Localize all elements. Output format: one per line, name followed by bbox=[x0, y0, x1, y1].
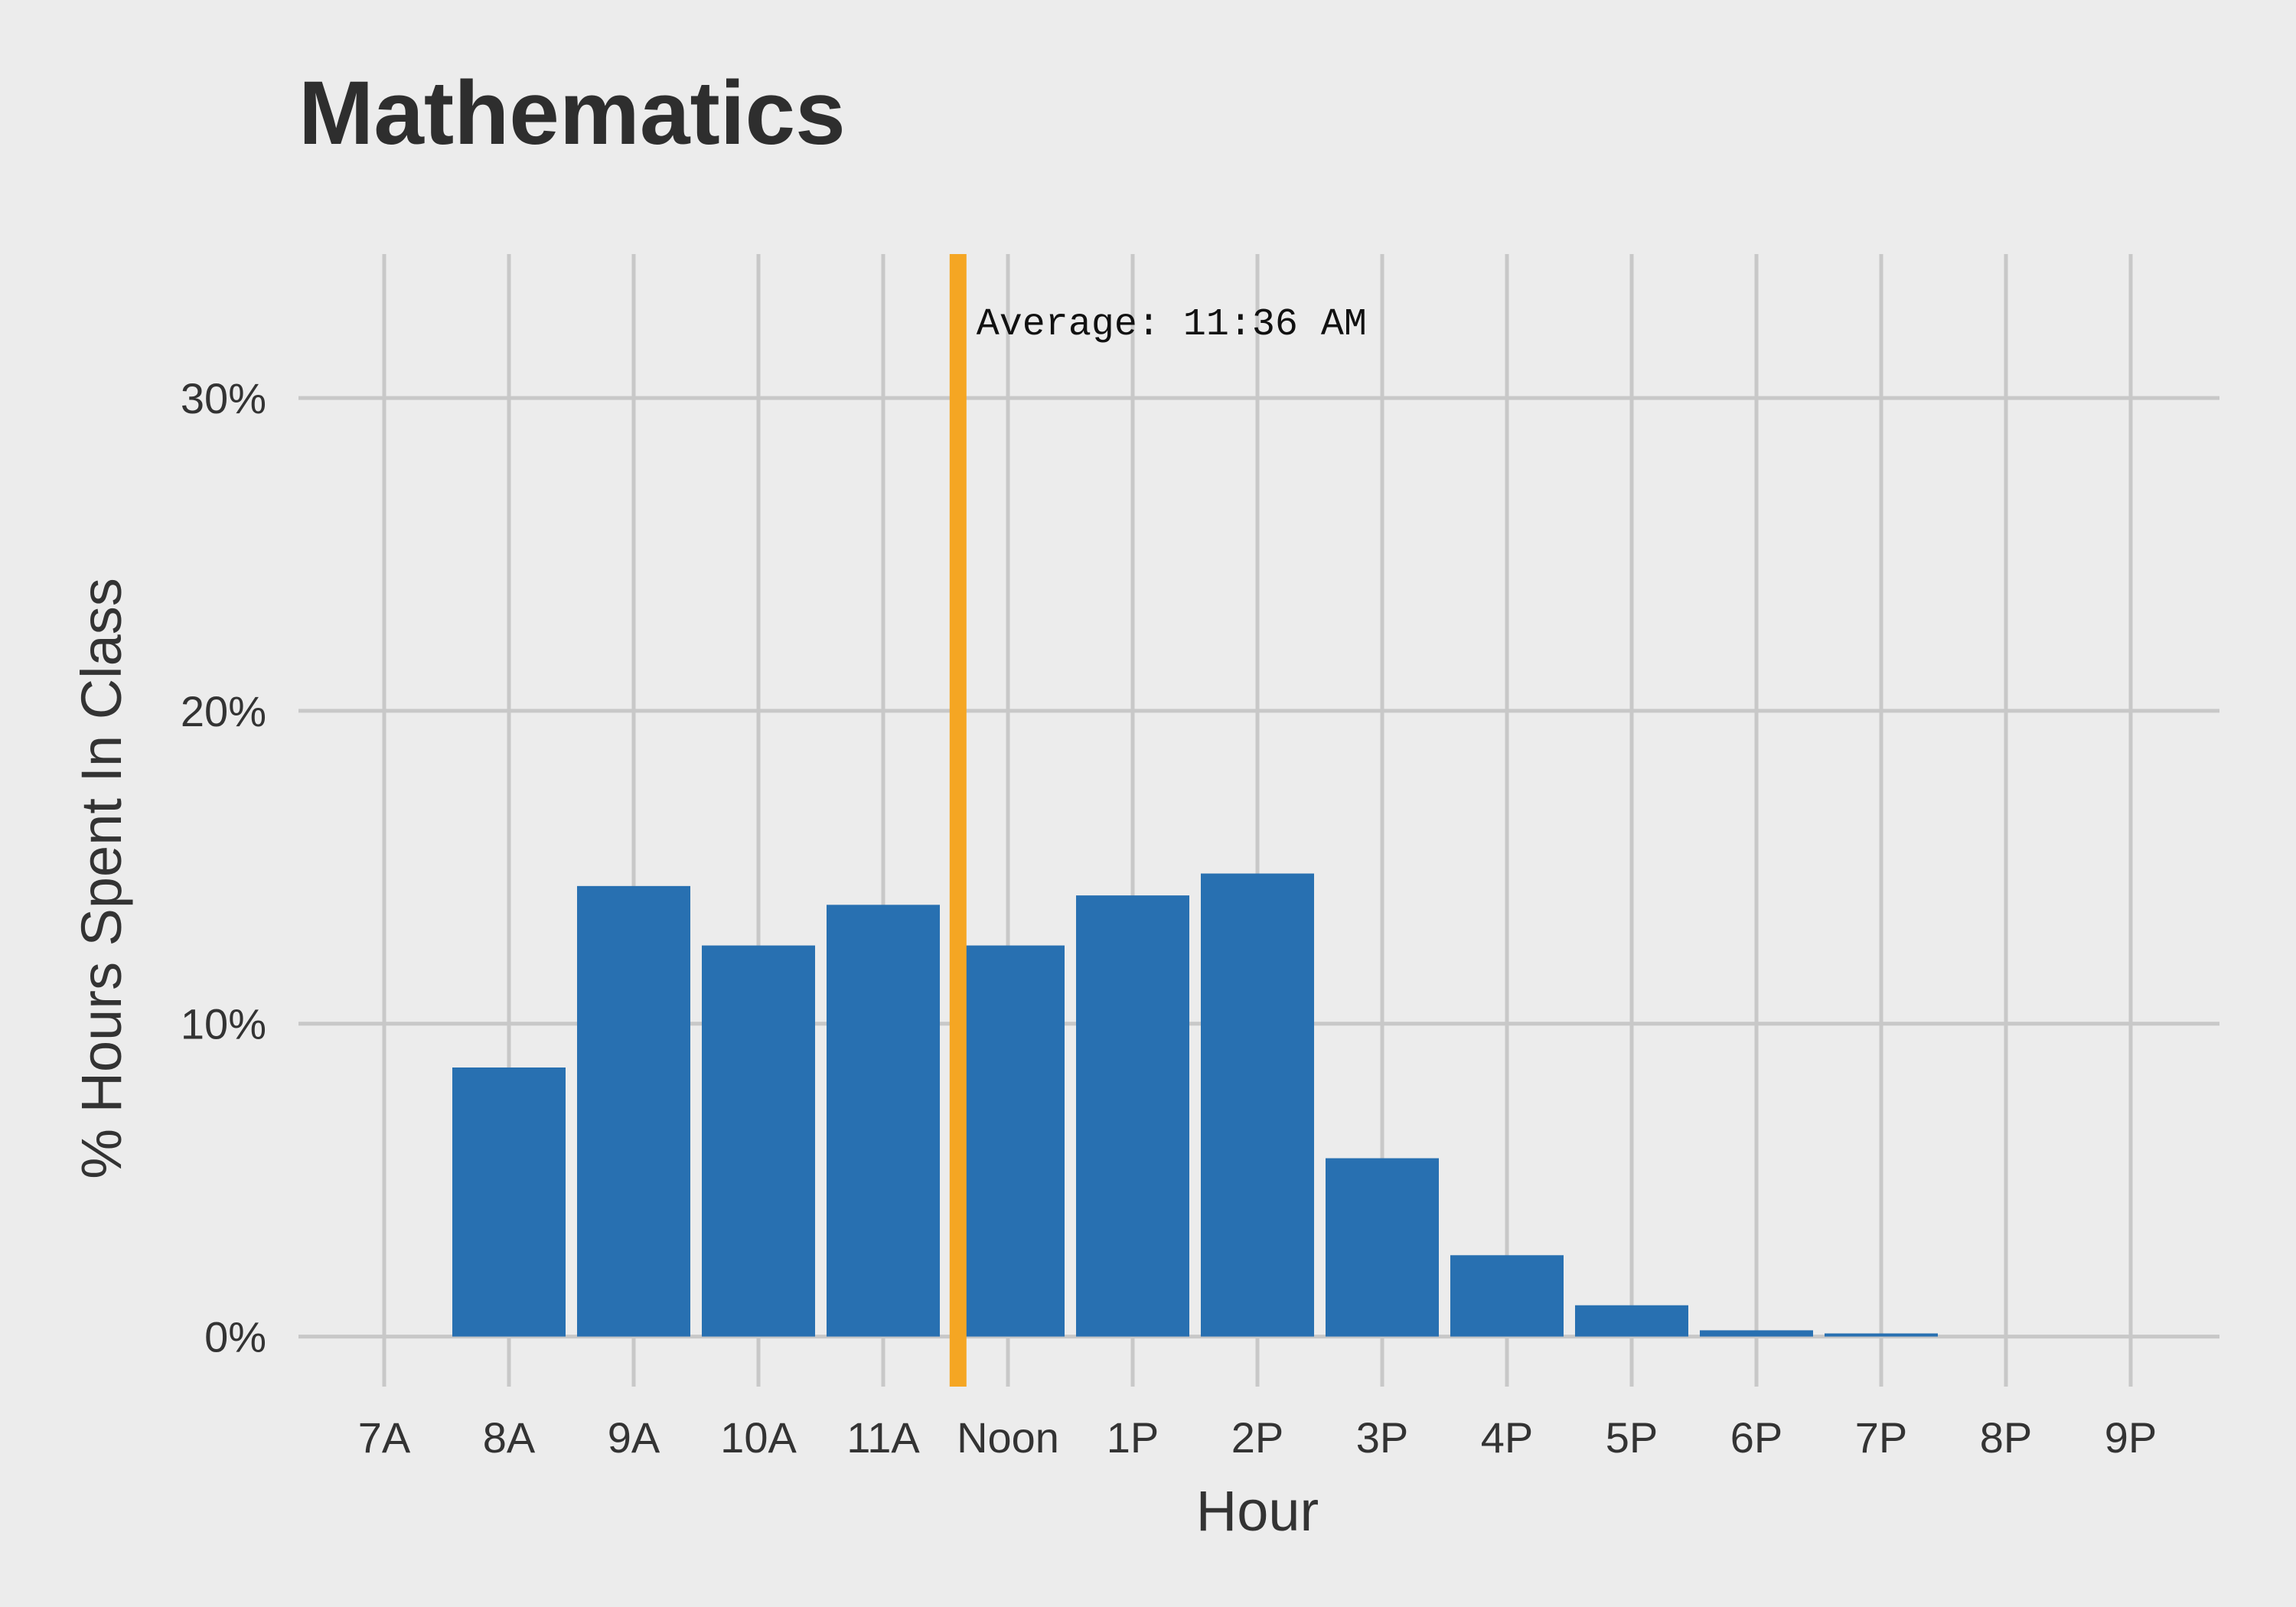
bar bbox=[452, 1067, 566, 1337]
x-tick-label: 9P bbox=[2105, 1413, 2157, 1462]
y-axis-title: % Hours Spent In Class bbox=[70, 578, 133, 1179]
bar bbox=[1575, 1305, 1688, 1337]
x-tick-label: 4P bbox=[1481, 1413, 1534, 1462]
x-tick-label: 6P bbox=[1730, 1413, 1783, 1462]
x-tick-label: 10A bbox=[720, 1413, 797, 1462]
y-tick-label: 30% bbox=[181, 374, 266, 422]
x-tick-label: 8P bbox=[1980, 1413, 2033, 1462]
x-tick-label: 9A bbox=[608, 1413, 660, 1462]
y-tick-label: 0% bbox=[204, 1313, 266, 1361]
bars bbox=[452, 873, 1938, 1337]
bar bbox=[577, 885, 690, 1337]
chart-title: Mathematics bbox=[298, 63, 846, 164]
x-tick-label: 8A bbox=[483, 1413, 536, 1462]
bar bbox=[1326, 1158, 1439, 1337]
tick-labels: 0% 10% 20% 30% 7A 8A 9A 10A 11A Noon 1P 2P 3P 4P 5P 6P 7… bbox=[181, 374, 2157, 1462]
x-tick-label: 7A bbox=[358, 1413, 411, 1462]
x-tick-label: 3P bbox=[1356, 1413, 1409, 1462]
bar bbox=[702, 945, 815, 1337]
y-tick-label: 10% bbox=[181, 1000, 266, 1048]
x-tick-label: 1P bbox=[1107, 1413, 1159, 1462]
bar bbox=[1825, 1333, 1938, 1337]
x-tick-label: 2P bbox=[1231, 1413, 1284, 1462]
x-tick-label: 5P bbox=[1606, 1413, 1658, 1462]
y-tick-label: 20% bbox=[181, 687, 266, 735]
bar bbox=[1076, 895, 1189, 1337]
x-tick-label: 11A bbox=[846, 1413, 920, 1462]
bar bbox=[1450, 1255, 1564, 1337]
average-line-group: Average: 11:36 AM bbox=[949, 254, 1367, 1387]
x-tick-label: 7P bbox=[1855, 1413, 1908, 1462]
bar bbox=[1201, 873, 1314, 1337]
average-annotation: Average: 11:36 AM bbox=[977, 303, 1367, 347]
bar bbox=[1700, 1330, 1813, 1337]
x-tick-label: Noon bbox=[957, 1413, 1059, 1462]
bar bbox=[951, 945, 1065, 1337]
bar bbox=[827, 905, 940, 1337]
x-axis-title: Hour bbox=[1196, 1479, 1319, 1543]
